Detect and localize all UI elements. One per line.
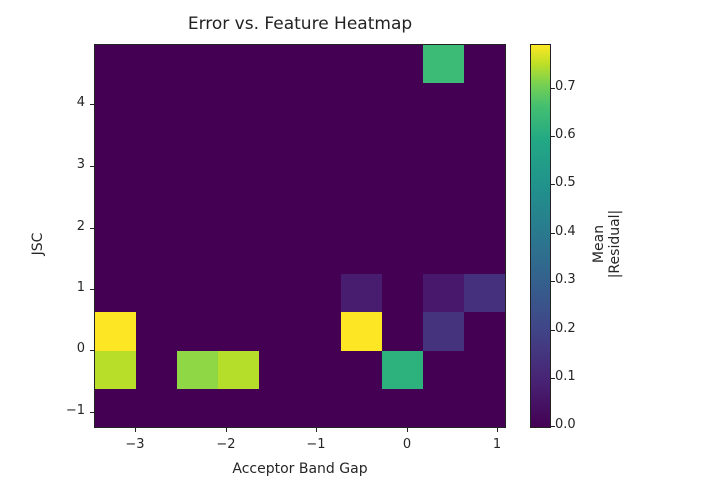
y-tick-label: 3 — [76, 157, 85, 172]
heatmap-plot-area — [94, 44, 506, 428]
colorbar-tick-mark — [550, 184, 555, 185]
y-tick-mark — [90, 350, 95, 351]
y-tick-mark — [90, 289, 95, 290]
colorbar-tick-label: 0.4 — [555, 224, 576, 239]
y-tick-mark — [90, 104, 95, 105]
heatmap-cell — [423, 312, 464, 351]
x-tick-label: −2 — [216, 437, 236, 452]
colorbar-tick-label: 0.5 — [555, 175, 576, 190]
heatmap-cell — [218, 351, 259, 389]
x-tick-mark — [497, 427, 498, 432]
colorbar-tick-label: 0.0 — [555, 417, 576, 432]
x-tick-mark — [226, 427, 227, 432]
x-tick-label: −1 — [306, 437, 326, 452]
heatmap-cell — [341, 274, 382, 312]
colorbar-tick-mark — [550, 88, 555, 89]
heatmap-cell — [464, 274, 505, 312]
y-tick-label: −1 — [65, 403, 85, 418]
x-tick-label: −3 — [125, 437, 145, 452]
colorbar-tick-mark — [550, 281, 555, 282]
heatmap-cell — [177, 351, 218, 389]
x-tick-label: 0 — [402, 437, 412, 452]
y-tick-label: 4 — [76, 95, 85, 110]
y-tick-label: 0 — [76, 341, 85, 356]
colorbar-tick-label: 0.6 — [555, 127, 576, 142]
y-tick-mark — [90, 166, 95, 167]
chart-title: Error vs. Feature Heatmap — [187, 14, 413, 34]
y-tick-label: 1 — [76, 280, 85, 295]
heatmap-cell — [341, 312, 382, 351]
heatmap-cell — [382, 351, 423, 389]
x-tick-label: 1 — [492, 437, 502, 452]
y-tick-mark — [90, 412, 95, 413]
x-axis-label: Acceptor Band Gap — [232, 461, 368, 477]
colorbar-tick-label: 0.1 — [555, 369, 576, 384]
colorbar-tick-mark — [550, 136, 555, 137]
colorbar — [530, 44, 551, 428]
colorbar-tick-label: 0.3 — [555, 272, 576, 287]
heatmap-cell — [95, 351, 136, 389]
x-tick-mark — [135, 427, 136, 432]
x-tick-mark — [407, 427, 408, 432]
colorbar-tick-mark — [550, 330, 555, 331]
y-tick-mark — [90, 228, 95, 229]
y-tick-label: 2 — [76, 219, 85, 234]
y-axis-label: JSC — [30, 232, 46, 256]
x-tick-mark — [316, 427, 317, 432]
heatmap-cell — [95, 312, 136, 351]
colorbar-tick-mark — [550, 426, 555, 427]
colorbar-tick-label: 0.7 — [555, 79, 576, 94]
colorbar-tick-mark — [550, 378, 555, 379]
heatmap-cell — [423, 274, 464, 312]
colorbar-label: Mean |Residual| — [591, 209, 623, 279]
colorbar-tick-mark — [550, 233, 555, 234]
heatmap-cell — [423, 45, 464, 83]
colorbar-tick-label: 0.2 — [555, 321, 576, 336]
